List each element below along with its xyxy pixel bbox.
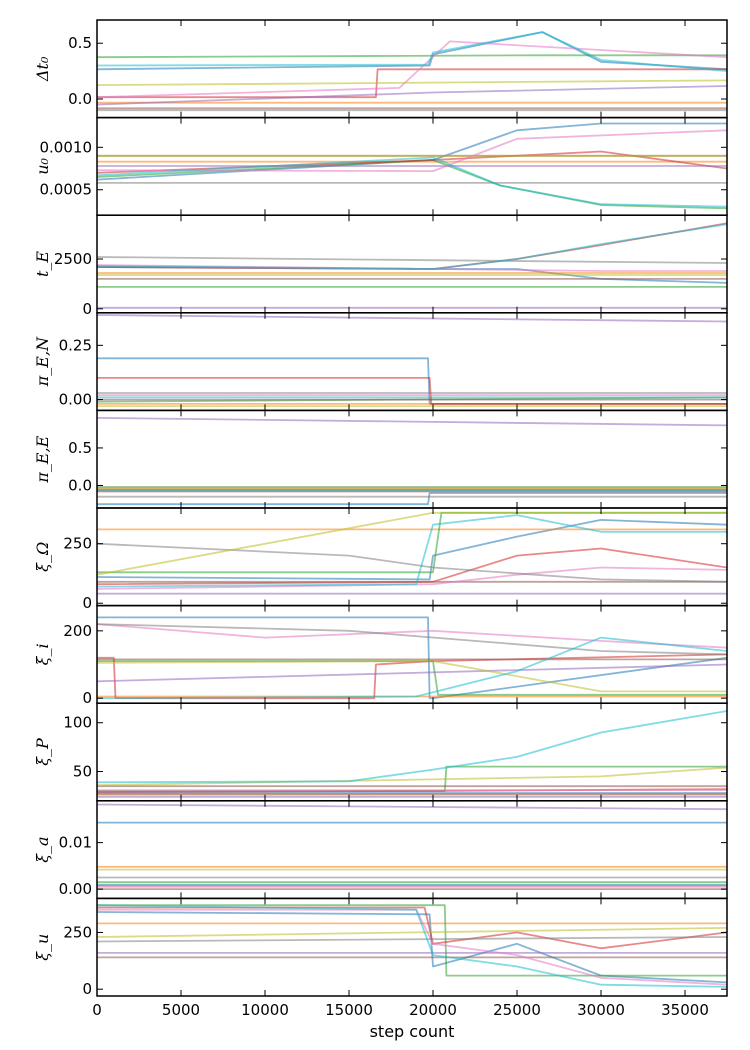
x-tick-label: 5000 [162, 1001, 200, 1019]
panel-ylabel: t_E [33, 251, 52, 277]
y-tick-label: 50 [73, 763, 92, 781]
trace-line [97, 936, 727, 943]
panel-7: 50 100 ξ_P [33, 702, 728, 802]
trace-line [97, 492, 727, 506]
trace-line [97, 660, 727, 693]
y-tick-label: 200 [63, 622, 92, 640]
y-tick-label: 0 [82, 980, 92, 998]
x-tick-label: 15000 [325, 1001, 373, 1019]
x-tick-label: 35000 [661, 1001, 709, 1019]
y-tick-label: 0.5 [68, 439, 92, 457]
trace-panels: 0.00.5Δt₀0.00050.0010u₀02500t_E0.000.25π… [33, 19, 728, 998]
trace-line [97, 663, 727, 683]
trace-line [97, 904, 727, 977]
x-axis-label: step count [370, 1022, 455, 1041]
y-tick-label: 0.0 [68, 476, 92, 494]
panel-0: 0.0 0.5 Δt₀ [33, 19, 728, 119]
y-tick-label: 100 [63, 714, 92, 732]
trace-line [97, 156, 727, 208]
panel-frame [96, 214, 728, 314]
trace-line [97, 636, 727, 700]
x-tick-label: 20000 [409, 1001, 457, 1019]
y-tick-label: 0.00 [59, 391, 92, 409]
panel-ylabel: π_E,N [33, 336, 52, 387]
trace-line [97, 514, 727, 588]
x-tick-label: 25000 [493, 1001, 541, 1019]
panel-9: 0 250 ξ_u [33, 897, 728, 998]
trace-line [97, 54, 727, 59]
trace-line [97, 927, 727, 938]
panel-ylabel: ξ_u [33, 934, 52, 961]
y-tick-label: 0.01 [59, 834, 92, 852]
x-axis: 0 5000 10000 15000 20000 25000 30000 35000 [92, 1001, 709, 1019]
panel-frame [96, 897, 728, 997]
x-tick-label: 0 [92, 1001, 102, 1019]
y-tick-label: 2500 [54, 250, 92, 268]
y-tick-label: 0.0 [68, 90, 92, 108]
y-tick-label: 0.0010 [40, 138, 93, 156]
trace-line [97, 623, 727, 656]
panel-3: 0.00 0.25 π_E,N [33, 312, 728, 412]
panel-ylabel: ξ_a [33, 836, 52, 862]
y-tick-label: 0.0005 [40, 181, 93, 199]
panel-ylabel: π_E,E [33, 435, 52, 483]
trace-line [97, 908, 727, 986]
trace-line [97, 911, 727, 984]
trace-line [97, 616, 727, 700]
trace-line [97, 803, 727, 811]
trace-line [97, 31, 727, 71]
y-tick-label: 0 [82, 594, 92, 612]
trace-line [97, 31, 727, 72]
trace-line [97, 417, 727, 427]
trace-line [97, 85, 727, 106]
trace-line [97, 159, 727, 210]
panel-frame [96, 604, 728, 704]
panel-ylabel: Δt₀ [33, 56, 52, 82]
trace-line [97, 519, 727, 581]
panel-8: 0.00 0.01 ξ_a [33, 800, 728, 900]
trace-line [97, 256, 727, 264]
panel-ylabel: ξ_P [33, 738, 52, 766]
x-tick-label: 30000 [577, 1001, 625, 1019]
y-tick-label: 0.00 [59, 880, 92, 898]
y-tick-label: 250 [63, 535, 92, 553]
panel-6: 0 200 ξ_i [33, 604, 728, 707]
trace-line [97, 623, 727, 649]
trace-line [97, 377, 727, 405]
y-tick-label: 0.25 [59, 336, 92, 354]
panel-ylabel: ξ_Ω [33, 542, 52, 572]
panel-ylabel: u₀ [33, 157, 52, 174]
trace-line [97, 542, 727, 583]
y-tick-label: 250 [63, 923, 92, 941]
panel-ylabel: ξ_i [33, 643, 52, 665]
trace-line [97, 79, 727, 86]
trace-line [97, 223, 727, 270]
trace-line [97, 314, 727, 323]
trace-line [97, 710, 727, 784]
trace-line [97, 129, 727, 172]
x-tick-label: 10000 [241, 1001, 289, 1019]
panel-5: 0 250 ξ_Ω [33, 507, 728, 612]
panel-4: 0.0 0.5 π_E,E [33, 409, 728, 509]
y-tick-label: 0 [82, 689, 92, 707]
trace-line [97, 904, 727, 988]
y-tick-label: 0.5 [68, 34, 92, 52]
y-tick-label: 0 [82, 300, 92, 318]
